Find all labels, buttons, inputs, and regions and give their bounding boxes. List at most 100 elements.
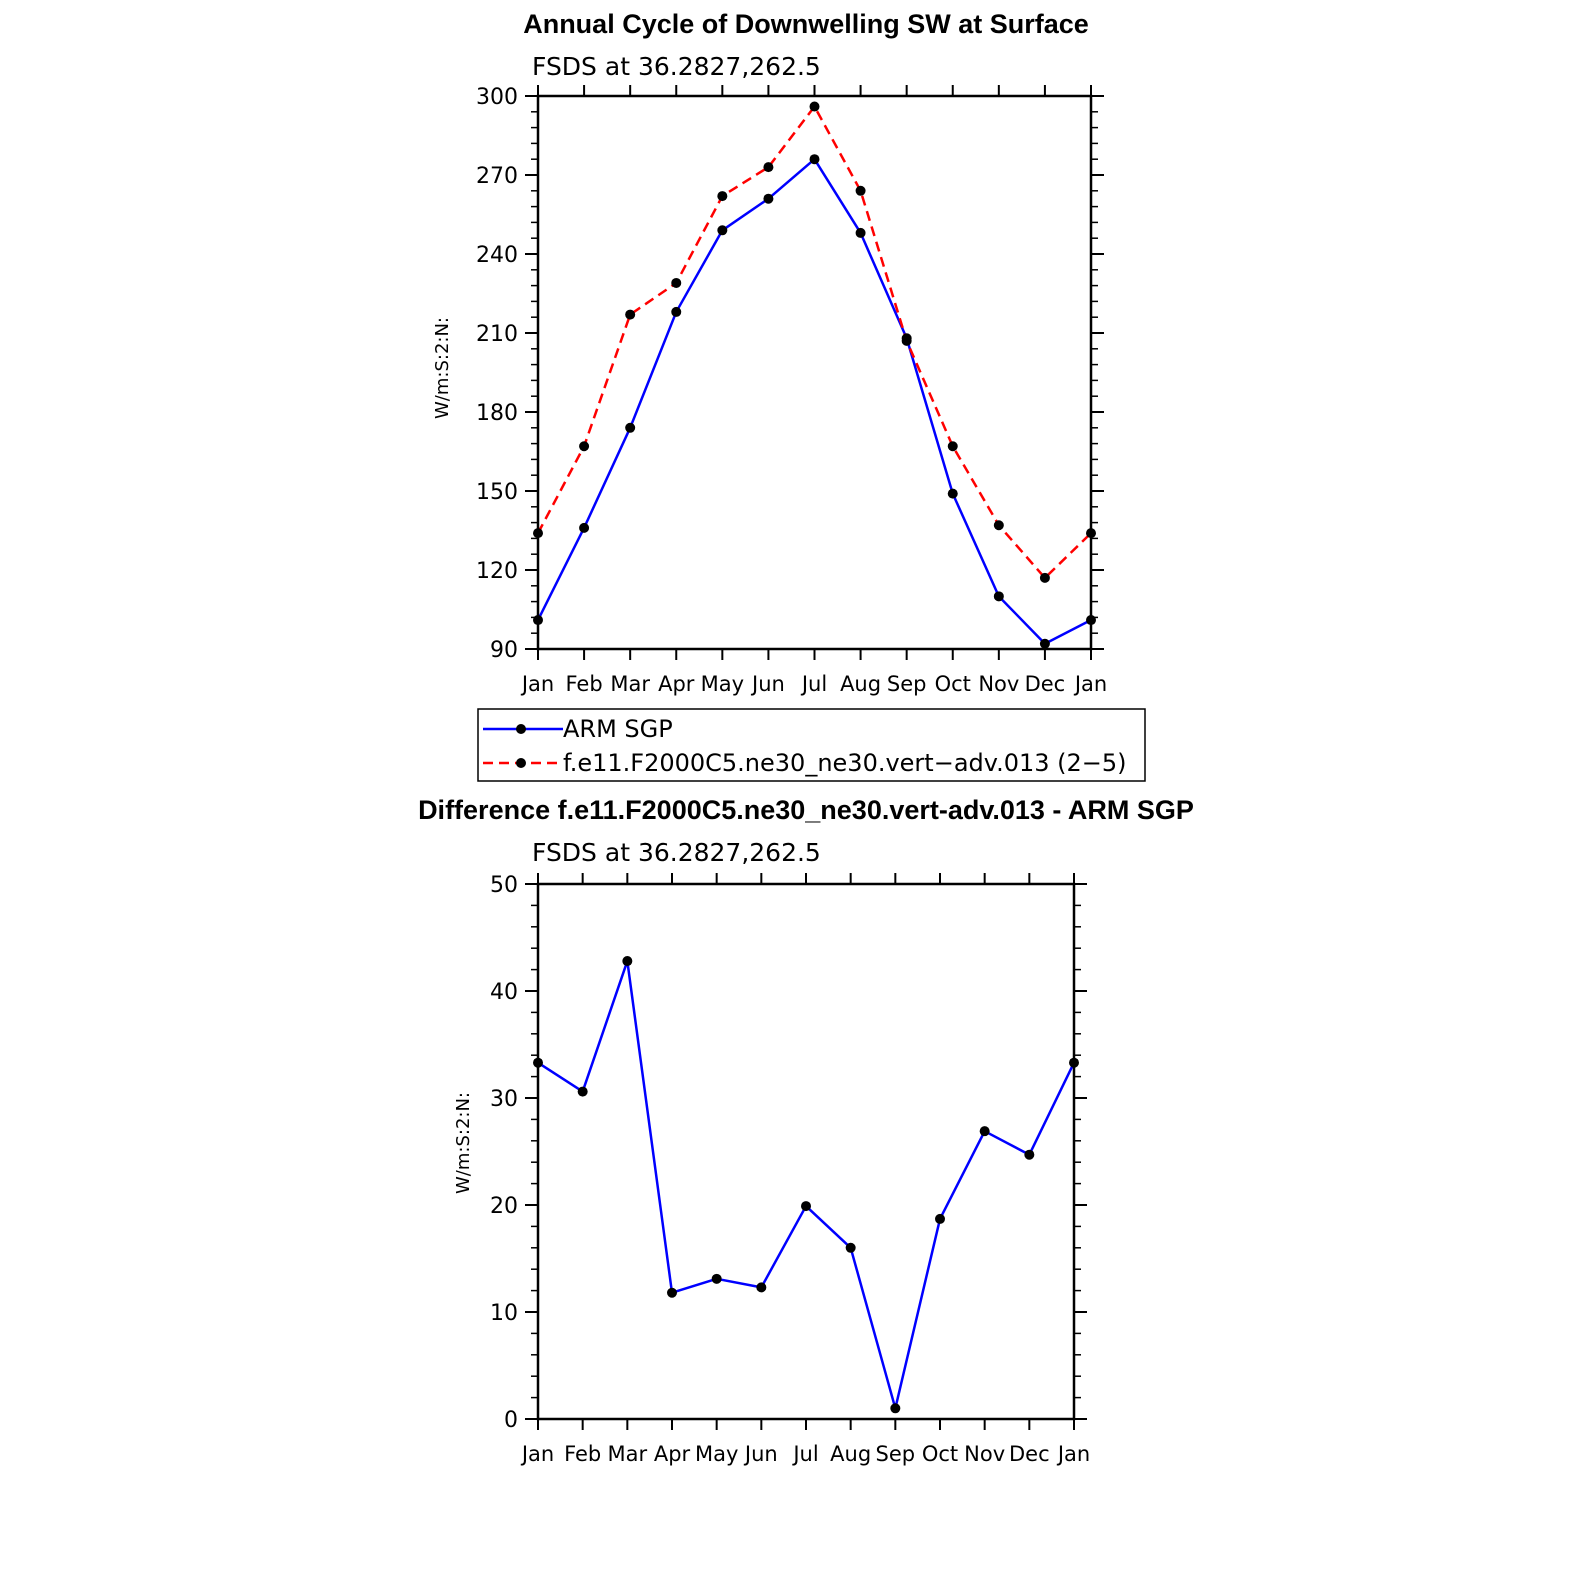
series-1-point — [1039, 572, 1050, 583]
series-0-point — [809, 154, 820, 165]
x-tick-label: Jul — [791, 1442, 818, 1466]
series-1-point — [993, 520, 1004, 531]
y-tick-label: 40 — [490, 980, 518, 1005]
y-tick-label: 240 — [476, 243, 518, 268]
series-group — [533, 101, 1096, 649]
series-line-0 — [537, 959, 1076, 1410]
x-tick-label: Jan — [520, 672, 554, 696]
y-ticks: 90 120 150 180 210 240 270 300 — [476, 85, 1104, 663]
axes: Jan Feb Mar Apr May Jun Jul Aug Sep Oct Nov Dec Jan0… — [490, 873, 1090, 1466]
x-tick-label: Apr — [658, 672, 695, 696]
x-tick-label: Jul — [800, 672, 827, 696]
plot-frame — [536, 94, 1093, 651]
series-1-point — [855, 185, 866, 196]
x-tick-label: Jan — [1056, 1442, 1090, 1466]
series-1-point — [671, 277, 682, 288]
y-tick-label: 50 — [490, 873, 518, 898]
series-0-point — [763, 193, 774, 204]
chart-title: Difference f.e11.F2000C5.ne30_ne30.vert-… — [418, 795, 1194, 825]
x-tick-label: Feb — [564, 1442, 601, 1466]
series-1-point — [809, 101, 820, 112]
x-tick-label: May — [695, 1442, 738, 1466]
legend-marker-model — [516, 758, 526, 768]
series-1-point — [1086, 528, 1096, 539]
series-0-point — [1069, 1057, 1079, 1068]
series-1-point — [763, 162, 774, 173]
series-line-1 — [536, 105, 1092, 580]
y-tick-label: 300 — [476, 85, 518, 110]
x-ticks: Jan Feb Mar Apr May Jun Jul Aug Sep Oct Nov Dec Jan — [520, 873, 1090, 1466]
series-0-point — [671, 306, 682, 317]
chart-annual-cycle: Annual Cycle of Downwelling SW at Surfac… — [432, 9, 1107, 696]
series-0-point — [1039, 638, 1050, 649]
series-0-point — [845, 1242, 856, 1253]
x-tick-label: Mar — [610, 672, 650, 696]
y-tick-label: 210 — [476, 322, 518, 347]
series-1-point — [625, 309, 636, 320]
series-0-point — [577, 1086, 588, 1097]
series-0-point — [979, 1126, 990, 1137]
series-line-0 — [536, 157, 1092, 645]
series-0-point — [935, 1213, 945, 1224]
x-tick-label: Oct — [922, 1442, 958, 1466]
y-tick-label: 20 — [490, 1194, 518, 1219]
axes: Jan Feb Mar Apr May Jun Jul Aug Sep Oct Nov Dec Jan9… — [476, 85, 1107, 696]
series-0-point — [533, 1057, 543, 1068]
series-0-point — [579, 522, 590, 533]
y-tick-label: 0 — [504, 1408, 518, 1433]
legend-label-model: f.e11.F2000C5.ne30_ne30.vert−adv.013 (2−… — [563, 749, 1127, 777]
chart-subtitle: FSDS at 36.2827,262.5 — [532, 838, 821, 867]
series-1-point — [717, 191, 728, 202]
x-tick-label: Jan — [520, 1442, 554, 1466]
y-tick-label: 150 — [476, 480, 518, 505]
series-0-point — [533, 615, 543, 626]
y-tick-label: 270 — [476, 164, 518, 189]
series-0-point — [890, 1403, 901, 1414]
chart-subtitle: FSDS at 36.2827,262.5 — [532, 52, 821, 81]
series-0-point — [801, 1201, 811, 1212]
x-tick-label: Nov — [964, 1442, 1005, 1466]
x-tick-label: Jan — [1073, 672, 1107, 696]
series-0-point — [993, 591, 1004, 602]
x-tick-label: May — [701, 672, 744, 696]
x-tick-label: Aug — [830, 1442, 871, 1466]
series-group — [533, 956, 1079, 1414]
x-tick-label: Dec — [1009, 1442, 1050, 1466]
x-tick-label: Apr — [654, 1442, 691, 1466]
y-tick-label: 120 — [476, 559, 518, 584]
y-axis-label: W/m:S:2:N: — [453, 1092, 474, 1194]
y-tick-label: 10 — [490, 1301, 518, 1326]
series-0-point — [1024, 1149, 1035, 1160]
series-0-point — [947, 488, 958, 499]
plot-frame — [536, 882, 1076, 1421]
y-axis-label: W/m:S:2:N: — [432, 317, 453, 419]
chart-difference: Difference f.e11.F2000C5.ne30_ne30.vert-… — [418, 795, 1194, 1466]
x-tick-label: Feb — [565, 672, 602, 696]
series-0-point — [855, 227, 866, 238]
series-1-point — [947, 441, 958, 452]
x-tick-label: Oct — [935, 672, 971, 696]
y-tick-label: 180 — [476, 401, 518, 426]
x-tick-label: Jun — [750, 672, 785, 696]
series-0-point — [667, 1287, 677, 1298]
series-1-point — [533, 528, 543, 539]
legend-marker-arm-sgp — [516, 724, 526, 734]
x-ticks: Jan Feb Mar Apr May Jun Jul Aug Sep Oct Nov Dec Jan — [520, 85, 1107, 696]
y-tick-label: 90 — [490, 638, 518, 663]
series-0-point — [711, 1273, 722, 1284]
y-tick-label: 30 — [490, 1087, 518, 1112]
series-0-point — [756, 1282, 767, 1293]
legend-label-arm-sgp: ARM SGP — [563, 715, 673, 743]
series-1-point — [579, 441, 590, 452]
legend: ARM SGP f.e11.F2000C5.ne30_ne30.vert−adv… — [477, 708, 1146, 782]
legend-box — [477, 708, 1146, 782]
series-0-point — [717, 225, 728, 236]
series-0-point — [622, 956, 633, 967]
x-tick-label: Sep — [887, 672, 927, 696]
x-tick-label: Dec — [1025, 672, 1066, 696]
x-tick-label: Mar — [608, 1442, 648, 1466]
chart-title: Annual Cycle of Downwelling SW at Surfac… — [523, 9, 1089, 39]
series-0-point — [1086, 615, 1096, 626]
